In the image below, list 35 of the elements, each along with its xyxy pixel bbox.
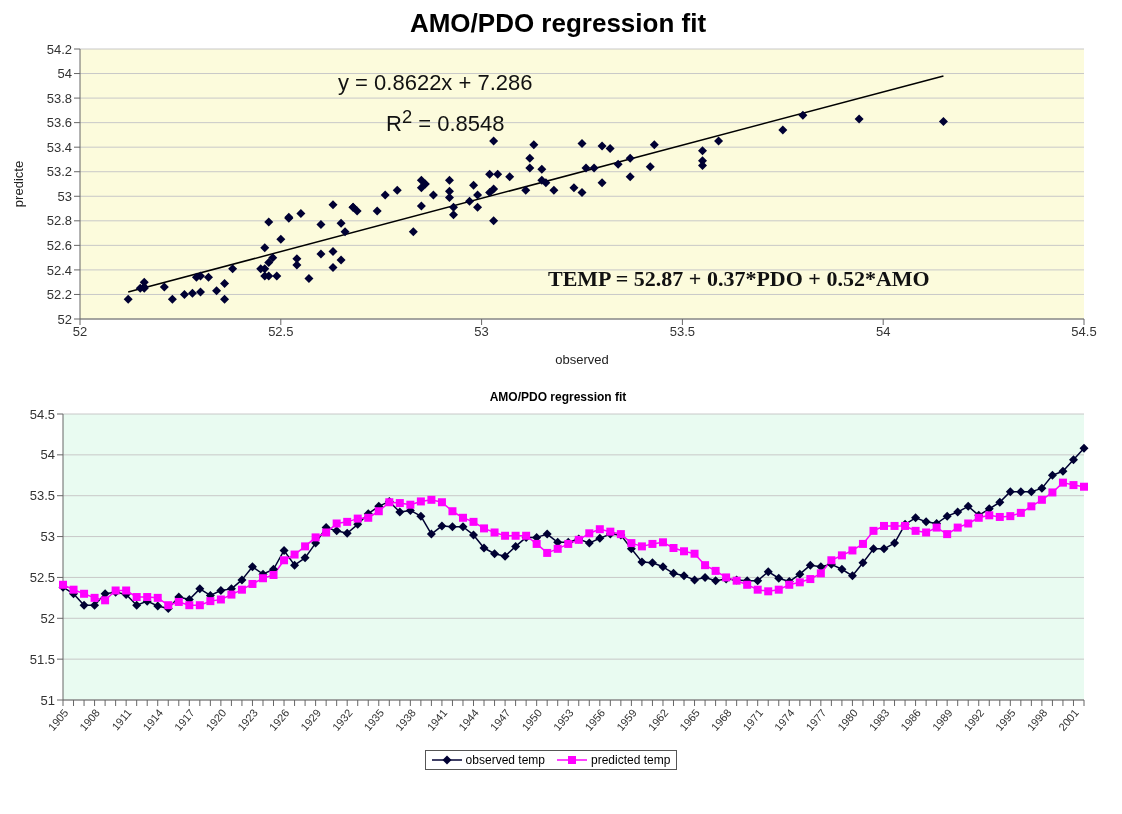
x-axis-title: observed (555, 352, 609, 367)
y-tick-label: 51.5 (29, 651, 55, 667)
y-tick-label: 53.5 (29, 488, 55, 504)
x-tick-label: 53 (474, 324, 489, 340)
y-tick-label: 54 (40, 447, 55, 463)
annotation: y = 0.8622x + 7.286 (338, 70, 533, 96)
y-tick-label: 52.2 (46, 287, 72, 303)
y-tick-label: 52 (57, 311, 72, 327)
y-tick-label: 52.6 (46, 237, 72, 253)
y-tick-label: 53.2 (46, 164, 72, 180)
y-tick-label: 53 (40, 529, 55, 545)
y-tick-label: 53.6 (46, 115, 72, 131)
annotation: R$^{2}$ = 0.8548 (386, 106, 505, 138)
x-tick-label: 54.5 (1071, 324, 1097, 340)
y-tick-label: 52.8 (46, 213, 72, 229)
y-axis-title: predicte (10, 160, 26, 208)
y-tick-label: 53.4 (46, 139, 72, 155)
legend-label: observed temp (465, 753, 545, 767)
x-tick-label: 53.5 (669, 324, 696, 340)
chart-title: AMO/PDO regression fit (488, 390, 628, 404)
y-tick-label: 52.5 (29, 570, 55, 586)
x-tick-label: 52.5 (268, 324, 294, 340)
chart-title: AMO/PDO regression fit (408, 8, 708, 39)
annotation: TEMP = 52.87 + 0.37*PDO + 0.52*AMO (548, 266, 930, 292)
y-tick-label: 53.8 (46, 90, 72, 106)
x-tick-label: 54 (875, 324, 891, 340)
x-tick-label: 52 (72, 324, 88, 340)
y-tick-label: 53 (57, 188, 72, 204)
y-tick-label: 54.5 (29, 406, 55, 422)
y-tick-label: 52 (40, 610, 55, 626)
y-tick-label: 54.2 (46, 41, 72, 57)
y-tick-label: 54 (57, 66, 72, 82)
legend-label: predicted temp (591, 753, 671, 767)
y-tick-label: 52.4 (46, 262, 72, 278)
y-tick-label: 51 (40, 692, 55, 708)
